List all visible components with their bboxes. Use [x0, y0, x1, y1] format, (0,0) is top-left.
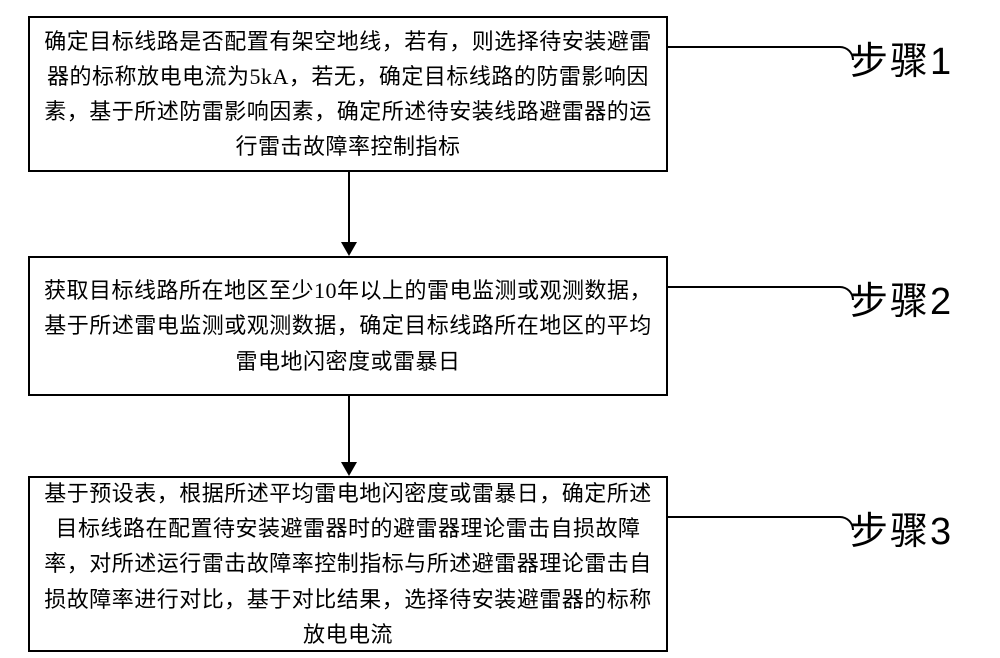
connector-2: [668, 286, 854, 300]
step-label-2: 步骤2: [850, 270, 953, 325]
step-text-2: 获取目标线路所在地区至少10年以上的雷电监测或观测数据，基于所述雷电监测或观测数…: [44, 273, 652, 379]
step-box-2: 获取目标线路所在地区至少10年以上的雷电监测或观测数据，基于所述雷电监测或观测数…: [28, 256, 668, 396]
connector-3: [668, 516, 854, 530]
arrow-1-shaft: [348, 172, 350, 242]
step-label-3: 步骤3: [850, 500, 953, 555]
arrow-2-head: [341, 462, 357, 476]
step-label-1: 步骤1: [850, 30, 953, 85]
step-box-1: 确定目标线路是否配置有架空地线，若有，则选择待安装避雷器的标称放电电流为5kA，…: [28, 16, 668, 172]
step-text-3: 基于预设表，根据所述平均雷电地闪密度或雷暴日，确定所述目标线路在配置待安装避雷器…: [44, 476, 652, 652]
connector-1: [668, 46, 854, 60]
flowchart-canvas: 确定目标线路是否配置有架空地线，若有，则选择待安装避雷器的标称放电电流为5kA，…: [0, 0, 1000, 658]
step-text-1: 确定目标线路是否配置有架空地线，若有，则选择待安装避雷器的标称放电电流为5kA，…: [44, 24, 652, 165]
arrow-2-shaft: [348, 396, 350, 462]
step-box-3: 基于预设表，根据所述平均雷电地闪密度或雷暴日，确定所述目标线路在配置待安装避雷器…: [28, 476, 668, 652]
arrow-1-head: [341, 242, 357, 256]
